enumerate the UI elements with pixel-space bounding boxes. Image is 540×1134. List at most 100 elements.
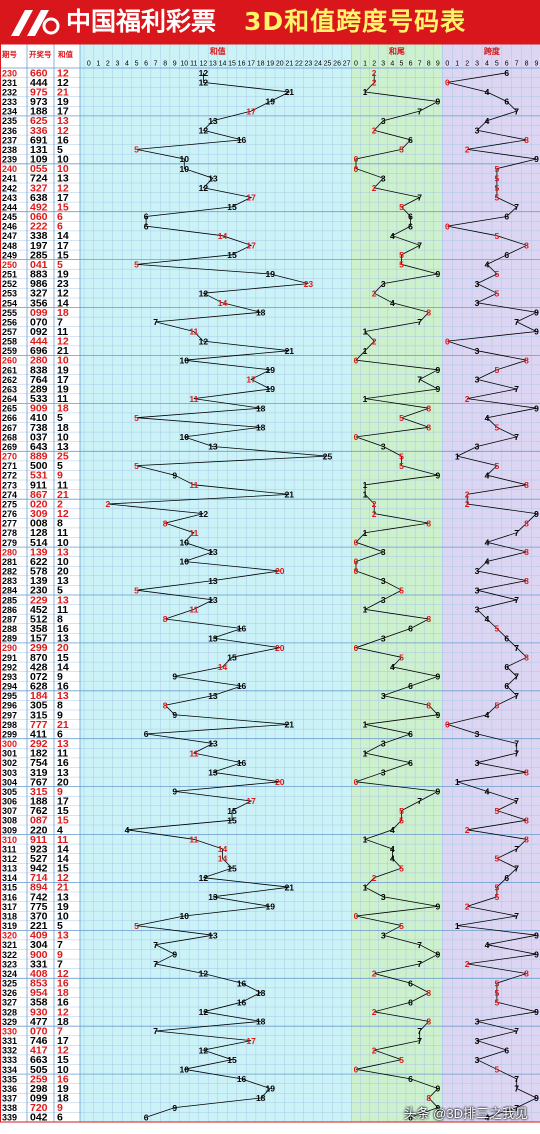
draw-number: 298 bbox=[30, 1083, 48, 1095]
span-section-title: 跨度 bbox=[484, 46, 501, 56]
sum-value: 7 bbox=[57, 958, 63, 970]
draw-number: 533 bbox=[30, 393, 48, 405]
sum-value: 17 bbox=[57, 240, 69, 252]
tail-point-label: 1 bbox=[363, 528, 368, 538]
header-banner: 中国福利彩票 3D和值跨度号码表 bbox=[0, 0, 540, 44]
sum-value: 13 bbox=[57, 738, 69, 750]
issue-number: 247 bbox=[2, 231, 17, 241]
sum-point-label: 7 bbox=[153, 1026, 158, 1036]
tail-point-label: 5 bbox=[399, 250, 404, 260]
tail-point-label: 3 bbox=[381, 547, 386, 557]
draw-number: 299 bbox=[30, 642, 48, 654]
tail-point-label: 9 bbox=[435, 950, 440, 960]
tail-point-label: 7 bbox=[417, 796, 422, 806]
draw-number: 070 bbox=[30, 316, 48, 328]
sum-point-label: 9 bbox=[172, 787, 177, 797]
sum-value: 20 bbox=[57, 776, 69, 788]
span-point-label: 9 bbox=[534, 308, 539, 318]
sum-point-label: 6 bbox=[144, 729, 149, 739]
issue-number: 304 bbox=[2, 777, 17, 787]
sum-value: 18 bbox=[57, 987, 69, 999]
issue-number: 299 bbox=[2, 729, 17, 739]
draw-number: 628 bbox=[30, 681, 48, 693]
issue-number: 308 bbox=[2, 816, 17, 826]
sum-value: 13 bbox=[57, 767, 69, 779]
span-point-label: 4 bbox=[485, 87, 490, 97]
span-zone-bg bbox=[442, 44, 540, 1122]
issue-number: 290 bbox=[2, 643, 17, 653]
draw-number: 514 bbox=[30, 537, 48, 549]
draw-number: 853 bbox=[30, 978, 48, 990]
issue-number: 339 bbox=[2, 1113, 17, 1123]
span-tick-label: 5 bbox=[495, 61, 499, 68]
tail-point-label: 9 bbox=[435, 787, 440, 797]
draw-number: 500 bbox=[30, 460, 48, 472]
tail-point-label: 1 bbox=[363, 394, 368, 404]
span-point-label: 5 bbox=[494, 882, 499, 892]
watermark: 头条 @3D排三之我见 bbox=[403, 1106, 528, 1121]
issue-column-header: 期号 bbox=[2, 49, 17, 59]
span-point-label: 8 bbox=[524, 480, 529, 490]
issue-number: 239 bbox=[2, 155, 17, 165]
issue-number: 314 bbox=[2, 873, 17, 883]
sum-value: 17 bbox=[57, 192, 69, 204]
span-point-label: 6 bbox=[504, 68, 509, 78]
tail-point-label: 6 bbox=[408, 212, 413, 222]
sum-value: 6 bbox=[57, 728, 63, 740]
tail-point-label: 0 bbox=[354, 432, 359, 442]
tail-point-label: 2 bbox=[372, 1007, 377, 1017]
sum-value: 7 bbox=[57, 939, 63, 951]
tail-point-label: 8 bbox=[426, 700, 431, 710]
tail-point-label: 0 bbox=[354, 643, 359, 653]
span-point-label: 6 bbox=[504, 212, 509, 222]
span-point-label: 7 bbox=[514, 1084, 519, 1094]
span-point-label: 6 bbox=[504, 873, 509, 883]
sum-point-label: 21 bbox=[285, 720, 295, 730]
tail-point-label: 6 bbox=[408, 758, 413, 768]
draw-number: 139 bbox=[30, 546, 48, 558]
sum-value: 8 bbox=[57, 613, 63, 625]
issue-number: 294 bbox=[2, 682, 17, 692]
draw-number: 356 bbox=[30, 297, 48, 309]
tail-point-label: 0 bbox=[354, 154, 359, 164]
tail-tick-label: 9 bbox=[436, 61, 440, 68]
sum-tick-label: 19 bbox=[266, 61, 274, 68]
sum-tick-label: 18 bbox=[257, 61, 265, 68]
draw-number: 327 bbox=[30, 182, 48, 194]
sum-value: 15 bbox=[57, 815, 69, 827]
sum-point-label: 19 bbox=[265, 269, 275, 279]
span-tick-label: 9 bbox=[534, 61, 538, 68]
span-point-label: 5 bbox=[494, 806, 499, 816]
sum-value: 19 bbox=[57, 383, 69, 395]
sum-value: 12 bbox=[57, 508, 69, 520]
span-point-label: 7 bbox=[514, 863, 519, 873]
draw-number: 714 bbox=[30, 872, 48, 884]
sum-tick-label: 21 bbox=[285, 61, 293, 68]
draw-number: 911 bbox=[30, 834, 47, 846]
span-point-label: 1 bbox=[455, 451, 460, 461]
issue-number: 261 bbox=[2, 365, 17, 375]
sum-point-label: 13 bbox=[208, 767, 218, 777]
draw-number: 319 bbox=[30, 767, 48, 779]
number-column-header: 开奖号 bbox=[29, 49, 52, 59]
tail-point-label: 3 bbox=[381, 739, 386, 749]
tail-point-label: 3 bbox=[381, 576, 386, 586]
tail-point-label: 8 bbox=[426, 403, 431, 413]
sum-value: 5 bbox=[57, 259, 63, 271]
issue-number: 241 bbox=[2, 174, 17, 184]
sum-point-label: 6 bbox=[144, 212, 149, 222]
sum-point-label: 6 bbox=[144, 1112, 149, 1122]
span-point-label: 5 bbox=[494, 288, 499, 298]
draw-number: 042 bbox=[30, 1112, 48, 1124]
span-point-label: 3 bbox=[475, 758, 480, 768]
sum-point-label: 18 bbox=[256, 423, 266, 433]
span-point-label: 8 bbox=[524, 240, 529, 250]
span-point-label: 6 bbox=[504, 681, 509, 691]
sum-value: 10 bbox=[57, 154, 69, 166]
tail-point-label: 3 bbox=[381, 116, 386, 126]
issue-number: 322 bbox=[2, 950, 17, 960]
sum-point-label: 5 bbox=[134, 145, 139, 155]
draw-number: 444 bbox=[30, 336, 48, 348]
draw-number: 358 bbox=[30, 623, 48, 635]
sum-value: 14 bbox=[57, 297, 69, 309]
